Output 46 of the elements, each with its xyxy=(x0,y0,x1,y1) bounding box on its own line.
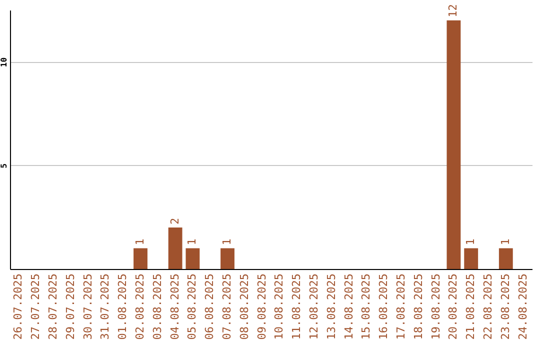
x-tick-label: 27.07.2025 xyxy=(29,274,42,340)
x-tick-label: 15.08.2025 xyxy=(360,274,373,340)
x-tick-label: 03.08.2025 xyxy=(150,274,164,340)
data-label: 1 xyxy=(220,238,234,246)
data-label: 12 xyxy=(446,4,460,18)
bar xyxy=(168,228,182,269)
y-tick-label: 10 xyxy=(0,57,8,68)
x-tick-label: 29.07.2025 xyxy=(64,274,77,340)
bar xyxy=(134,248,148,269)
x-tick-label: 20.08.2025 xyxy=(446,274,460,340)
data-label: 1 xyxy=(498,238,512,246)
x-tick-label: 19.08.2025 xyxy=(429,274,442,340)
x-tick-label: 31.07.2025 xyxy=(98,274,112,340)
data-label: 1 xyxy=(134,238,146,246)
x-tick-label: 05.08.2025 xyxy=(186,274,199,340)
x-tick-label: 18.08.2025 xyxy=(412,274,425,340)
data-label: 1 xyxy=(186,238,199,246)
x-tick-label: 13.08.2025 xyxy=(324,274,338,340)
x-tick-label: 24.08.2025 xyxy=(516,274,530,340)
x-tick-label: 04.08.2025 xyxy=(168,274,182,340)
x-tick-label: 30.07.2025 xyxy=(81,274,94,340)
x-tick-label: 14.08.2025 xyxy=(342,274,356,340)
x-tick-label: 07.08.2025 xyxy=(220,274,234,340)
x-tick-label: 06.08.2025 xyxy=(203,274,216,340)
x-tick-label: 28.07.2025 xyxy=(46,274,60,340)
x-tick-label: 10.08.2025 xyxy=(272,274,286,340)
data-label: 2 xyxy=(168,218,182,225)
x-tick-label: 09.08.2025 xyxy=(255,274,268,340)
x-tick-label: 26.07.2025 xyxy=(12,274,25,340)
bar xyxy=(464,248,478,269)
x-tick-label: 02.08.2025 xyxy=(134,274,146,340)
x-tick-label: 12.08.2025 xyxy=(308,274,320,340)
x-tick-label: 11.08.2025 xyxy=(290,274,304,340)
x-tick-label: 21.08.2025 xyxy=(464,274,478,340)
bar xyxy=(498,248,513,269)
y-tick-label: 5 xyxy=(0,163,8,168)
bar xyxy=(446,20,461,269)
data-label: 1 xyxy=(464,238,478,246)
x-tick-label: 23.08.2025 xyxy=(498,274,512,340)
x-tick-label: 16.08.2025 xyxy=(377,274,390,340)
x-tick-label: 17.08.2025 xyxy=(394,274,408,340)
bar xyxy=(220,248,234,269)
x-tick-label: 22.08.2025 xyxy=(482,274,494,340)
x-tick-label: 01.08.2025 xyxy=(116,274,130,340)
x-tick-label: 08.08.2025 xyxy=(238,274,251,340)
bar xyxy=(186,248,200,269)
